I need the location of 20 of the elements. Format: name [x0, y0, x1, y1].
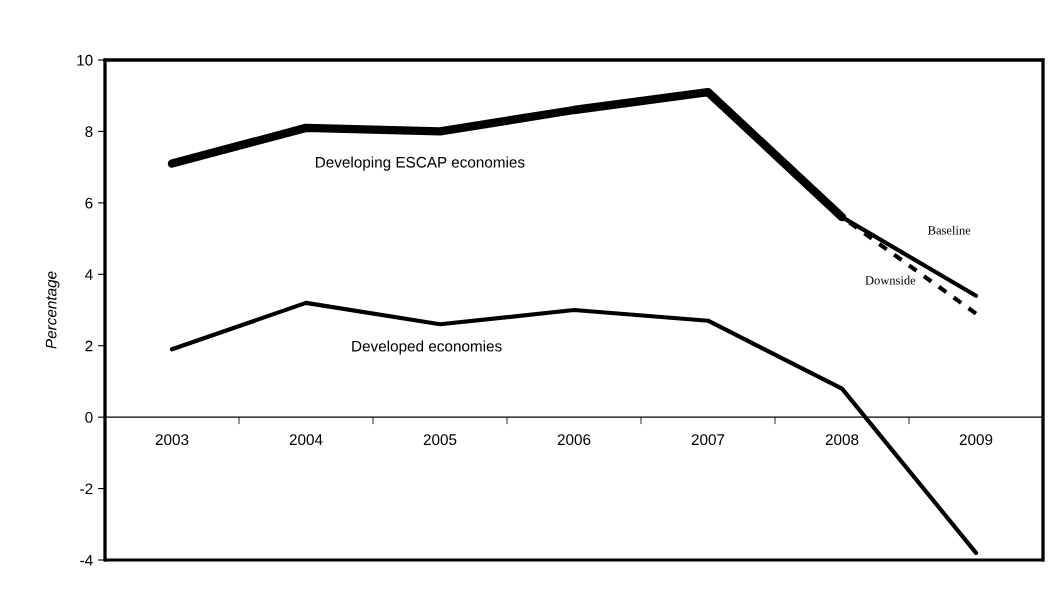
y-axis-title: Percentage — [45, 271, 60, 349]
y-tick-label: 0 — [85, 412, 93, 423]
text: Baseline — [928, 225, 971, 235]
y-tick-label: -2 — [80, 483, 93, 495]
y-tick-label: 2 — [85, 340, 93, 352]
x-tick-label: 2008 — [825, 434, 859, 446]
x-tick-label: 2005 — [423, 434, 457, 446]
x-tick-label: 2003 — [155, 434, 189, 446]
x-tick-label: 2004 — [289, 434, 323, 446]
x-tick-label: 2006 — [557, 434, 591, 446]
y-tick-label: 8 — [85, 126, 93, 138]
y-tick-label: 10 — [77, 54, 93, 66]
series-label: Developed economies — [352, 340, 502, 355]
y-tick-label: 6 — [85, 197, 93, 209]
x-tick-label: 2007 — [691, 434, 725, 446]
y-tick-label: -4 — [80, 555, 93, 566]
y-tick-label: 4 — [85, 269, 93, 280]
series-label: Developing ESCAP economies — [315, 156, 525, 171]
x-tick-label: 2009 — [959, 434, 993, 446]
series-label: Downside — [865, 275, 916, 285]
